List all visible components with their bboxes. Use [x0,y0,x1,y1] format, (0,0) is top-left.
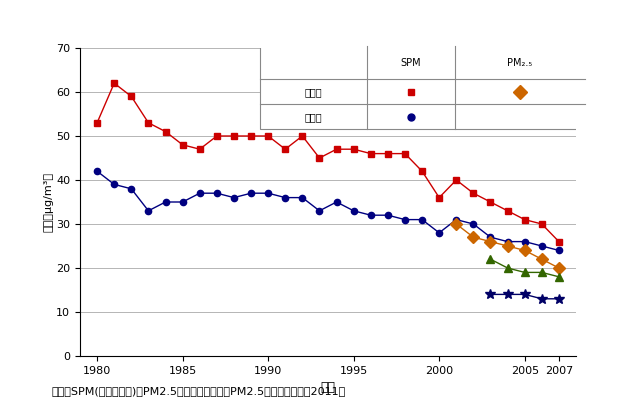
Text: 一般局: 一般局 [305,112,322,122]
X-axis label: 年度: 年度 [321,381,335,394]
Text: 自積局: 自積局 [305,87,322,97]
Text: SPM: SPM [401,58,421,68]
Y-axis label: 濃度（μg/m³）: 濃度（μg/m³） [44,172,53,232]
Text: 図４　SPM(継続測定局)とPM2.5濃度の経年推移（PM2.5、日本自工会、2011）: 図４ SPM(継続測定局)とPM2.5濃度の経年推移（PM2.5、日本自工会、2… [51,386,346,396]
Text: PM₂.₅: PM₂.₅ [507,58,532,68]
FancyBboxPatch shape [260,46,584,130]
